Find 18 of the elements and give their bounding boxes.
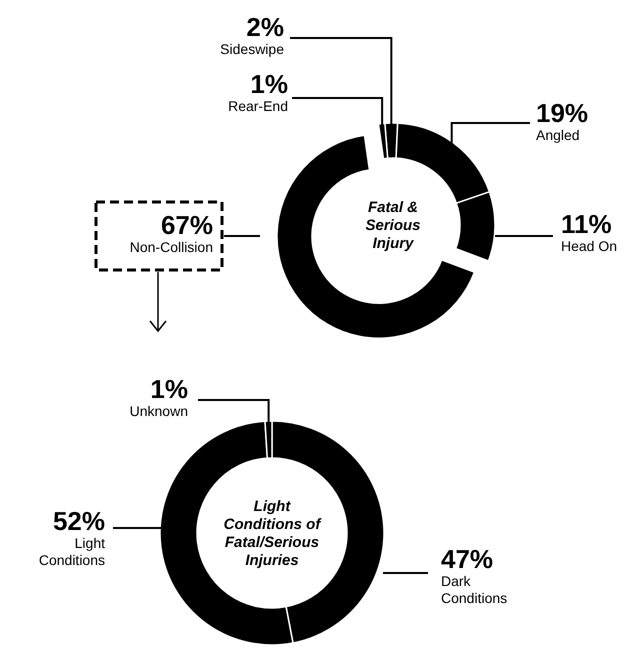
slice-label: Non-Collision [130,239,213,255]
data-label: 47% [441,544,494,574]
slice-label: Light Conditions [38,535,106,568]
data-label: 52% [52,506,105,536]
slice-label: Sideswipe [220,41,284,57]
data-label: 19% [536,98,588,128]
slice-label: Dark Conditions [441,573,508,606]
text: Light Conditions of Fatal/Serious Injuries [224,498,322,569]
data-label: 2% [246,12,284,42]
slice-label: Rear-End [228,98,288,114]
data-label: 1% [150,374,188,404]
slice-label: Unknown [130,403,188,419]
data-label: 11% [561,209,612,239]
text: Fatal & Serious Injury [365,199,421,252]
slice-label: Head On [561,238,618,254]
slice-label: Angled [536,127,580,143]
data-label: 67% [160,210,213,240]
data-label: 1% [250,69,288,99]
